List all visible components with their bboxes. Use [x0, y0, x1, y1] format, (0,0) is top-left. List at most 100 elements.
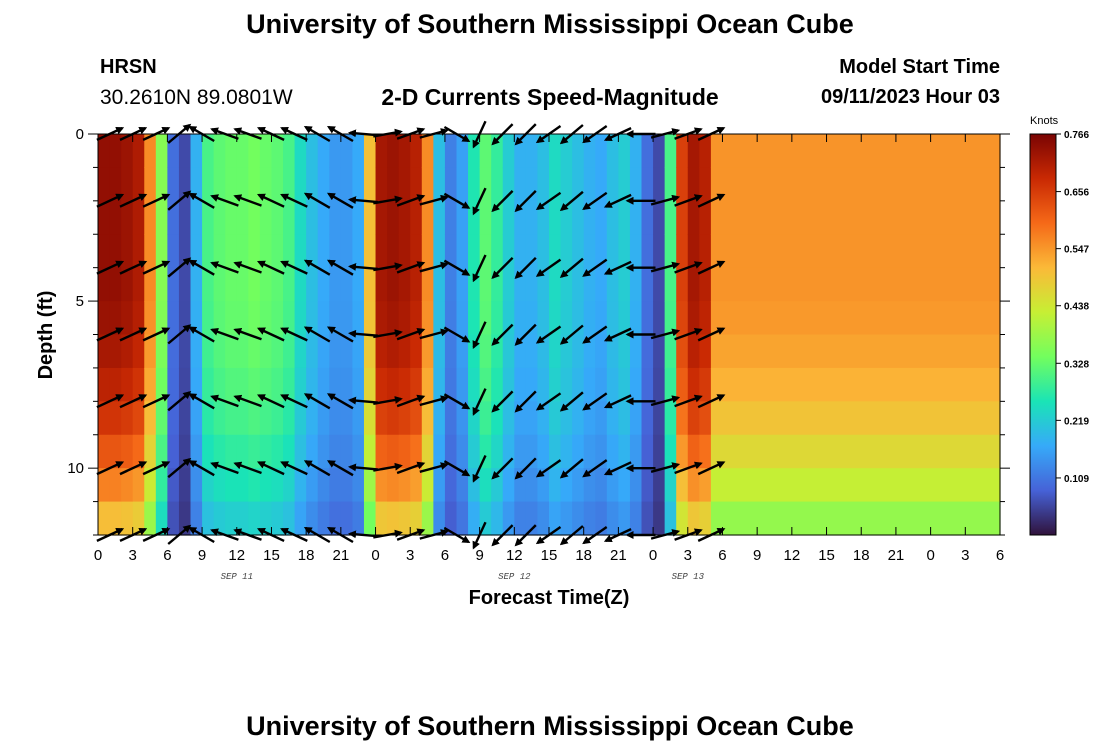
heatmap-cell — [167, 301, 180, 336]
heatmap-cell — [202, 501, 215, 536]
heatmap-cell — [178, 401, 192, 436]
current-vector — [650, 261, 681, 273]
heatmap-cell — [514, 434, 527, 469]
heatmap-cell — [537, 501, 550, 536]
current-vector — [674, 327, 703, 341]
heatmap-cell — [618, 234, 631, 269]
heatmap-cell — [398, 334, 411, 369]
heatmap-cell — [213, 367, 226, 402]
heatmap-cell — [283, 234, 296, 269]
heatmap-cell — [317, 401, 330, 436]
heatmap-cell — [259, 234, 273, 269]
heatmap-cell — [502, 200, 515, 235]
heatmap-cell — [259, 200, 273, 235]
current-vector — [697, 394, 726, 409]
current-vector — [167, 324, 192, 345]
heatmap-cell — [664, 501, 677, 536]
heatmap-cell — [410, 401, 423, 436]
heatmap-cell — [676, 401, 689, 436]
current-vector — [119, 260, 148, 275]
heatmap-cell — [641, 401, 654, 436]
current-vector — [280, 193, 308, 208]
heatmap-cell — [468, 434, 481, 469]
current-vector — [514, 323, 537, 346]
heatmap-cell — [259, 468, 273, 503]
heatmap-cell — [664, 167, 677, 202]
heatmap-cell — [653, 267, 666, 302]
heatmap-cell — [549, 134, 562, 169]
current-vector — [373, 195, 403, 205]
heatmap-cell — [549, 401, 562, 436]
heatmap-cell — [398, 267, 411, 302]
heatmap-cell — [283, 501, 296, 536]
heatmap-cell — [468, 367, 481, 402]
heatmap-cell — [248, 267, 261, 302]
heatmap-cell — [236, 401, 249, 436]
heatmap-cell — [121, 367, 134, 402]
heatmap-cell — [398, 434, 411, 469]
current-vector — [582, 392, 608, 411]
x-tick-label: 6 — [718, 547, 726, 564]
heatmap-cell — [641, 501, 654, 536]
y-axis: 0 5 10 — [67, 126, 1010, 536]
heatmap-cell — [98, 234, 111, 269]
heatmap-cell — [317, 267, 330, 302]
current-vector — [326, 326, 354, 343]
heatmap-cell — [375, 301, 388, 336]
heatmap-cell — [687, 501, 700, 536]
heatmap-cell — [687, 167, 700, 202]
chart-subtitle: 2-D Currents Speed-Magnitude — [381, 84, 719, 110]
heatmap-cell — [363, 200, 377, 235]
current-vector — [697, 260, 726, 275]
heatmap-cell — [618, 434, 631, 469]
current-vector — [535, 258, 562, 277]
heatmap-cell — [629, 501, 643, 536]
heatmap-cell — [653, 301, 666, 336]
heatmap-cell — [236, 267, 249, 302]
heatmap-cell — [468, 301, 481, 336]
heatmap-cell — [259, 367, 273, 402]
heatmap-cell — [398, 134, 411, 169]
heatmap-cell — [225, 267, 238, 302]
heatmap-cell — [664, 434, 677, 469]
heatmap-cell — [352, 134, 365, 169]
heatmap-cell — [306, 401, 319, 436]
heatmap-cell — [710, 468, 1001, 503]
heatmap-cell — [456, 267, 469, 302]
heatmap-cell — [595, 301, 608, 336]
heatmap-cell — [363, 501, 377, 536]
heatmap-cell — [653, 167, 666, 202]
heatmap-cell — [618, 468, 631, 503]
heatmap-cell — [491, 434, 504, 469]
heatmap-cell — [687, 334, 700, 369]
heatmap-cell — [629, 234, 643, 269]
colorbar-unit: Knots — [1030, 115, 1059, 127]
heatmap-cell — [595, 200, 608, 235]
heatmap-cell — [248, 134, 261, 169]
heatmap-cell — [121, 234, 134, 269]
x-tick-label: 6 — [996, 547, 1004, 564]
heatmap-cell — [699, 200, 712, 235]
heatmap-cell — [444, 367, 458, 402]
heatmap-cell — [595, 134, 608, 169]
current-vector — [650, 395, 681, 407]
current-vector — [535, 325, 562, 344]
heatmap-cell — [155, 134, 168, 169]
heatmap-cell — [352, 200, 365, 235]
current-vector — [396, 327, 426, 341]
current-vector — [650, 328, 681, 340]
heatmap-cell — [259, 401, 273, 436]
heatmap-cell — [710, 234, 1001, 269]
heatmap-cell — [421, 468, 434, 503]
heatmap-cell — [248, 401, 261, 436]
heatmap-cell — [410, 468, 423, 503]
heatmap-cell — [283, 267, 296, 302]
heatmap-cell — [699, 334, 712, 369]
date-label: SEP 12 — [498, 572, 531, 582]
heatmap-cell — [98, 468, 111, 503]
heatmap-cell — [629, 267, 643, 302]
heatmap-cell — [236, 301, 249, 336]
heatmap-cell — [109, 267, 122, 302]
heatmap-cell — [433, 468, 446, 503]
current-vector — [303, 192, 331, 209]
